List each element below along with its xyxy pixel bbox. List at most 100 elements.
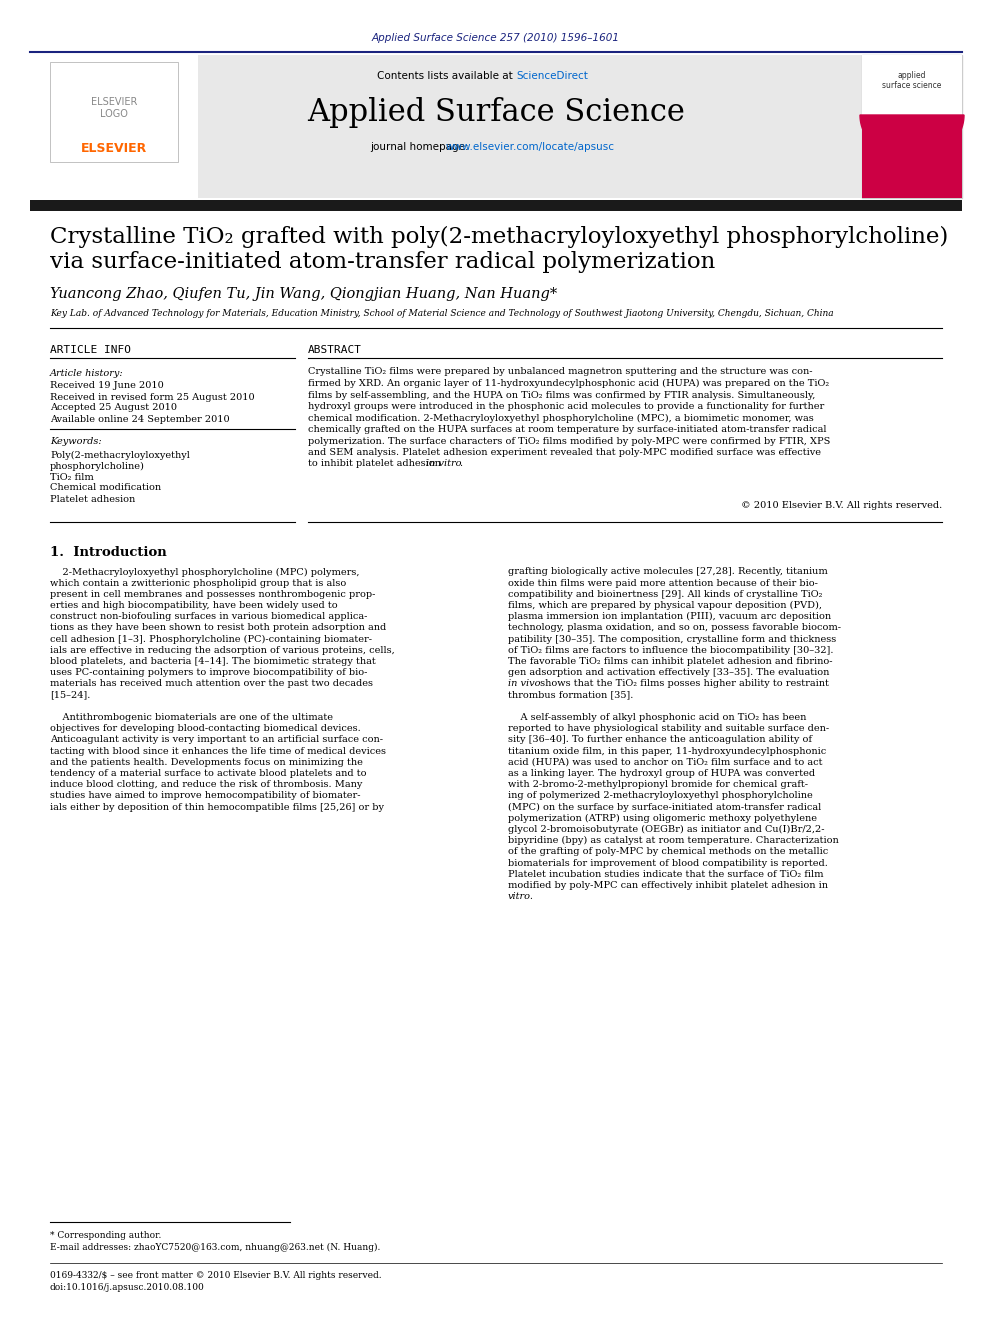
Text: uses PC-containing polymers to improve biocompatibility of bio-: uses PC-containing polymers to improve b… [50, 668, 367, 677]
Text: phosphorylcholine): phosphorylcholine) [50, 462, 145, 471]
Text: with 2-bromo-2-methylpropionyl bromide for chemical graft-: with 2-bromo-2-methylpropionyl bromide f… [508, 781, 808, 790]
Text: thrombus formation [35].: thrombus formation [35]. [508, 691, 633, 700]
Text: films, which are prepared by physical vapour deposition (PVD),: films, which are prepared by physical va… [508, 601, 822, 610]
Text: surface science: surface science [882, 81, 941, 90]
Text: chemical modification. 2-Methacryloyloxyethyl phosphorylcholine (MPC), a biomime: chemical modification. 2-Methacryloyloxy… [308, 413, 813, 422]
Text: shows that the TiO₂ films posses higher ability to restraint: shows that the TiO₂ films posses higher … [537, 680, 828, 688]
Text: 2-Methacryloyloxyethyl phosphorylcholine (MPC) polymers,: 2-Methacryloyloxyethyl phosphorylcholine… [50, 568, 359, 577]
Text: ABSTRACT: ABSTRACT [308, 345, 362, 355]
FancyBboxPatch shape [30, 56, 198, 198]
Text: [15–24].: [15–24]. [50, 691, 90, 700]
Text: ials are effective in reducing the adsorption of various proteins, cells,: ials are effective in reducing the adsor… [50, 646, 395, 655]
Text: E-mail addresses: zhaoYC7520@163.com, nhuang@263.net (N. Huang).: E-mail addresses: zhaoYC7520@163.com, nh… [50, 1242, 380, 1252]
Text: reported to have physiological stability and suitable surface den-: reported to have physiological stability… [508, 724, 829, 733]
Text: A self-assembly of alkyl phosphonic acid on TiO₂ has been: A self-assembly of alkyl phosphonic acid… [508, 713, 806, 722]
Text: Received 19 June 2010: Received 19 June 2010 [50, 381, 164, 390]
Text: films by self-assembling, and the HUPA on TiO₂ films was confirmed by FTIR analy: films by self-assembling, and the HUPA o… [308, 390, 815, 400]
Text: erties and high biocompatibility, have been widely used to: erties and high biocompatibility, have b… [50, 601, 337, 610]
FancyBboxPatch shape [30, 56, 962, 198]
Text: polymerization (ATRP) using oligomeric methoxy polyethylene: polymerization (ATRP) using oligomeric m… [508, 814, 817, 823]
Text: cell adhesion [1–3]. Phosphorylcholine (PC)-containing biomater-: cell adhesion [1–3]. Phosphorylcholine (… [50, 635, 372, 644]
Text: * Corresponding author.: * Corresponding author. [50, 1230, 162, 1240]
Text: © 2010 Elsevier B.V. All rights reserved.: © 2010 Elsevier B.V. All rights reserved… [741, 501, 942, 511]
Text: Platelet adhesion: Platelet adhesion [50, 495, 135, 504]
Polygon shape [860, 115, 964, 160]
Text: Crystalline TiO₂ grafted with poly(2-methacryloyloxyethyl phosphorylcholine): Crystalline TiO₂ grafted with poly(2-met… [50, 226, 948, 247]
Text: polymerization. The surface characters of TiO₂ films modified by poly-MPC were c: polymerization. The surface characters o… [308, 437, 830, 446]
Text: biomaterials for improvement of blood compatibility is reported.: biomaterials for improvement of blood co… [508, 859, 828, 868]
Text: chemically grafted on the HUPA surfaces at room temperature by surface-initiated: chemically grafted on the HUPA surfaces … [308, 425, 826, 434]
Text: journal homepage:: journal homepage: [370, 142, 472, 152]
Text: of the grafting of poly-MPC by chemical methods on the metallic: of the grafting of poly-MPC by chemical … [508, 848, 828, 856]
Text: construct non-biofouling surfaces in various biomedical applica-: construct non-biofouling surfaces in var… [50, 613, 367, 622]
Text: glycol 2-bromoisobutyrate (OEGBr) as initiator and Cu(I)Br/2,2-: glycol 2-bromoisobutyrate (OEGBr) as ini… [508, 826, 824, 835]
Text: ARTICLE INFO: ARTICLE INFO [50, 345, 131, 355]
Text: and the patients health. Developments focus on minimizing the: and the patients health. Developments fo… [50, 758, 363, 767]
Text: Accepted 25 August 2010: Accepted 25 August 2010 [50, 404, 177, 413]
Text: hydroxyl groups were introduced in the phosphonic acid molecules to provide a fu: hydroxyl groups were introduced in the p… [308, 402, 824, 411]
Text: The favorable TiO₂ films can inhibit platelet adhesion and fibrino-: The favorable TiO₂ films can inhibit pla… [508, 658, 832, 665]
FancyBboxPatch shape [30, 200, 962, 210]
Text: 0169-4332/$ – see front matter © 2010 Elsevier B.V. All rights reserved.: 0169-4332/$ – see front matter © 2010 El… [50, 1270, 382, 1279]
FancyBboxPatch shape [862, 56, 962, 115]
Text: .: . [459, 459, 462, 468]
Text: to inhibit platelet adhesion: to inhibit platelet adhesion [308, 459, 444, 468]
Text: titanium oxide film, in this paper, 11-hydroxyundecylphosphonic: titanium oxide film, in this paper, 11-h… [508, 746, 826, 755]
FancyBboxPatch shape [862, 56, 962, 198]
Text: Applied Surface Science 257 (2010) 1596–1601: Applied Surface Science 257 (2010) 1596–… [372, 33, 620, 44]
Text: Crystalline TiO₂ films were prepared by unbalanced magnetron sputtering and the : Crystalline TiO₂ films were prepared by … [308, 368, 812, 377]
Text: www.elsevier.com/locate/apsusc: www.elsevier.com/locate/apsusc [445, 142, 615, 152]
Text: and SEM analysis. Platelet adhesion experiment revealed that poly-MPC modified s: and SEM analysis. Platelet adhesion expe… [308, 448, 821, 456]
Text: tendency of a material surface to activate blood platelets and to: tendency of a material surface to activa… [50, 769, 366, 778]
Text: oxide thin films were paid more attention because of their bio-: oxide thin films were paid more attentio… [508, 578, 817, 587]
Text: Contents lists available at: Contents lists available at [377, 71, 516, 81]
Text: Poly(2-methacryloyloxyethyl: Poly(2-methacryloyloxyethyl [50, 450, 189, 459]
Text: Received in revised form 25 August 2010: Received in revised form 25 August 2010 [50, 393, 255, 401]
Text: Key Lab. of Advanced Technology for Materials, Education Ministry, School of Mat: Key Lab. of Advanced Technology for Mate… [50, 308, 833, 318]
Text: Anticoagulant activity is very important to an artificial surface con-: Anticoagulant activity is very important… [50, 736, 383, 745]
Text: studies have aimed to improve hemocompatibility of biomater-: studies have aimed to improve hemocompat… [50, 791, 360, 800]
Text: via surface-initiated atom-transfer radical polymerization: via surface-initiated atom-transfer radi… [50, 251, 715, 273]
Text: blood platelets, and bacteria [4–14]. The biomimetic strategy that: blood platelets, and bacteria [4–14]. Th… [50, 658, 376, 665]
Text: Antithrombogenic biomaterials are one of the ultimate: Antithrombogenic biomaterials are one of… [50, 713, 333, 722]
Text: ing of polymerized 2-methacryloyloxyethyl phosphorylcholine: ing of polymerized 2-methacryloyloxyethy… [508, 791, 812, 800]
Text: present in cell membranes and possesses nonthrombogenic prop-: present in cell membranes and possesses … [50, 590, 375, 599]
Text: tions as they have been shown to resist both protein adsorption and: tions as they have been shown to resist … [50, 623, 386, 632]
Text: of TiO₂ films are factors to influence the biocompatibility [30–32].: of TiO₂ films are factors to influence t… [508, 646, 833, 655]
Text: sity [36–40]. To further enhance the anticoagulation ability of: sity [36–40]. To further enhance the ant… [508, 736, 812, 745]
Text: ScienceDirect: ScienceDirect [516, 71, 588, 81]
Text: as a linking layer. The hydroxyl group of HUPA was converted: as a linking layer. The hydroxyl group o… [508, 769, 815, 778]
Text: which contain a zwitterionic phospholipid group that is also: which contain a zwitterionic phospholipi… [50, 578, 346, 587]
Text: Applied Surface Science: Applied Surface Science [308, 97, 684, 127]
Text: grafting biologically active molecules [27,28]. Recently, titanium: grafting biologically active molecules [… [508, 568, 827, 577]
Text: 1.  Introduction: 1. Introduction [50, 546, 167, 560]
Text: materials has received much attention over the past two decades: materials has received much attention ov… [50, 680, 373, 688]
Text: Platelet incubation studies indicate that the surface of TiO₂ film: Platelet incubation studies indicate tha… [508, 871, 823, 878]
Text: acid (HUPA) was used to anchor on TiO₂ film surface and to act: acid (HUPA) was used to anchor on TiO₂ f… [508, 758, 822, 767]
Text: technology, plasma oxidation, and so on, possess favorable biocom-: technology, plasma oxidation, and so on,… [508, 623, 841, 632]
Text: objectives for developing blood-contacting biomedical devices.: objectives for developing blood-contacti… [50, 724, 361, 733]
Text: Yuancong Zhao, Qiufen Tu, Jin Wang, Qiongjian Huang, Nan Huang*: Yuancong Zhao, Qiufen Tu, Jin Wang, Qion… [50, 287, 558, 302]
Text: in vitro: in vitro [427, 459, 462, 468]
Text: applied: applied [898, 70, 927, 79]
Text: ials either by deposition of thin hemocompatible films [25,26] or by: ials either by deposition of thin hemoco… [50, 803, 384, 812]
Text: Keywords:: Keywords: [50, 438, 101, 446]
Text: ELSEVIER
LOGO: ELSEVIER LOGO [91, 97, 137, 119]
Text: gen adsorption and activation effectively [33–35]. The evaluation: gen adsorption and activation effectivel… [508, 668, 829, 677]
Text: TiO₂ film: TiO₂ film [50, 472, 94, 482]
Text: Available online 24 September 2010: Available online 24 September 2010 [50, 414, 229, 423]
Text: induce blood clotting, and reduce the risk of thrombosis. Many: induce blood clotting, and reduce the ri… [50, 781, 362, 790]
Text: compatibility and bioinertness [29]. All kinds of crystalline TiO₂: compatibility and bioinertness [29]. All… [508, 590, 822, 599]
Text: plasma immersion ion implantation (PIII), vacuum arc deposition: plasma immersion ion implantation (PIII)… [508, 613, 831, 622]
FancyBboxPatch shape [862, 115, 962, 198]
Text: vitro.: vitro. [508, 892, 534, 901]
Text: Chemical modification: Chemical modification [50, 483, 161, 492]
Text: modified by poly-MPC can effectively inhibit platelet adhesion in: modified by poly-MPC can effectively inh… [508, 881, 828, 890]
Text: in vivo: in vivo [508, 680, 541, 688]
Text: doi:10.1016/j.apsusc.2010.08.100: doi:10.1016/j.apsusc.2010.08.100 [50, 1282, 204, 1291]
Text: (MPC) on the surface by surface-initiated atom-transfer radical: (MPC) on the surface by surface-initiate… [508, 803, 821, 812]
Text: ELSEVIER: ELSEVIER [81, 142, 147, 155]
Text: patibility [30–35]. The composition, crystalline form and thickness: patibility [30–35]. The composition, cry… [508, 635, 836, 644]
Text: tacting with blood since it enhances the life time of medical devices: tacting with blood since it enhances the… [50, 746, 386, 755]
FancyBboxPatch shape [50, 62, 178, 161]
